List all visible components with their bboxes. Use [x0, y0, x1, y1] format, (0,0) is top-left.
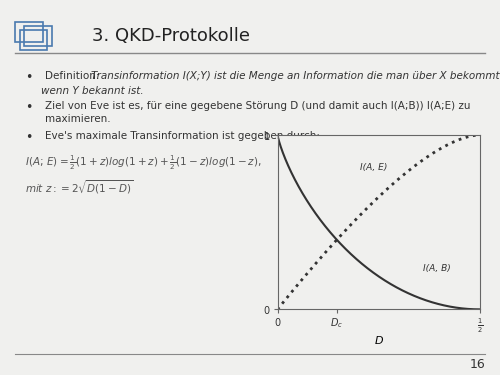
Text: •: • [25, 71, 32, 84]
Text: Definition:: Definition: [45, 71, 103, 81]
X-axis label: D: D [374, 336, 383, 346]
Text: 16: 16 [469, 358, 485, 371]
Bar [15, 22, 42, 42]
Text: Transinformation I(X;Y) ist die Menge an Information die man über X bekommt: Transinformation I(X;Y) ist die Menge an… [91, 71, 500, 81]
Text: wenn Y bekannt ist.: wenn Y bekannt ist. [41, 86, 144, 96]
Text: I(A, B): I(A, B) [424, 264, 451, 273]
Text: 3. QKD-Protokolle: 3. QKD-Protokolle [92, 27, 250, 45]
Text: mit $z := 2\sqrt{D(1-D)}$: mit $z := 2\sqrt{D(1-D)}$ [25, 178, 134, 196]
Text: •: • [25, 131, 32, 144]
Bar [20, 30, 47, 50]
Text: Ziel von Eve ist es, für eine gegebene Störung D (und damit auch I(A;B)) I(A;E) : Ziel von Eve ist es, für eine gegebene S… [45, 101, 470, 111]
Bar [24, 26, 52, 46]
Text: Eve's maximale Transinformation ist gegeben durch:: Eve's maximale Transinformation ist gege… [45, 131, 320, 141]
Text: I(A, E): I(A, E) [360, 163, 388, 172]
Text: $I(A;\, E) = \frac{1}{2}(1+z)\mathit{log}(1+z) + \frac{1}{2}(1-z)\mathit{log}(1-: $I(A;\, E) = \frac{1}{2}(1+z)\mathit{log… [25, 154, 262, 172]
Text: •: • [25, 101, 32, 114]
Text: maximieren.: maximieren. [45, 114, 110, 125]
